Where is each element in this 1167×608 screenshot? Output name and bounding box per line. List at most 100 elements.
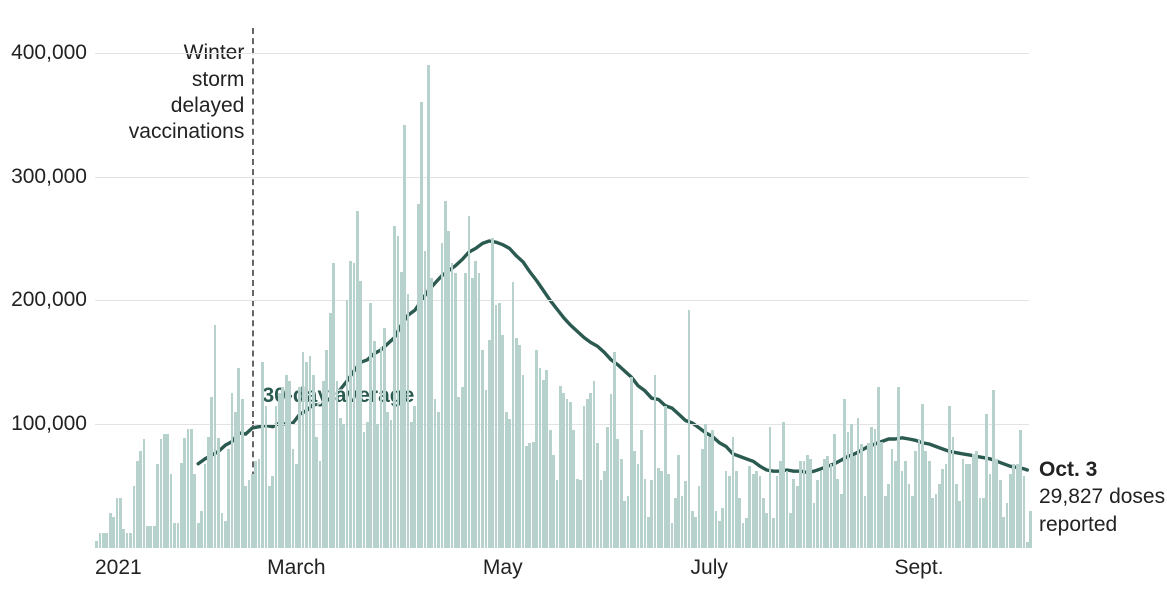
daily-doses-bar bbox=[116, 498, 119, 548]
daily-doses-bar bbox=[369, 303, 372, 548]
daily-doses-bar bbox=[732, 437, 735, 548]
daily-doses-bar bbox=[146, 526, 149, 548]
daily-doses-bar bbox=[728, 476, 731, 548]
daily-doses-bar bbox=[569, 402, 572, 548]
daily-doses-bar bbox=[596, 443, 599, 548]
daily-doses-bar bbox=[407, 294, 410, 548]
daily-doses-bar bbox=[759, 476, 762, 548]
callout-line2: reported bbox=[1039, 511, 1165, 538]
daily-doses-bar bbox=[221, 513, 224, 548]
daily-doses-bar bbox=[779, 461, 782, 548]
daily-doses-bar bbox=[292, 449, 295, 548]
daily-doses-bar bbox=[1002, 517, 1005, 548]
daily-doses-bar bbox=[173, 523, 176, 548]
daily-doses-bar bbox=[315, 437, 318, 548]
daily-doses-bar bbox=[495, 305, 498, 548]
daily-doses-bar bbox=[397, 236, 400, 548]
daily-doses-bar bbox=[149, 526, 152, 548]
daily-doses-bar bbox=[248, 480, 251, 548]
daily-doses-bar bbox=[792, 479, 795, 548]
daily-doses-bar bbox=[102, 533, 105, 548]
daily-doses-bar bbox=[254, 461, 257, 548]
daily-doses-bar bbox=[180, 463, 183, 548]
daily-doses-bar bbox=[945, 464, 948, 548]
daily-doses-bar bbox=[748, 466, 751, 548]
daily-doses-bar bbox=[918, 439, 921, 548]
daily-doses-bar bbox=[985, 414, 988, 548]
daily-doses-bar bbox=[498, 303, 501, 548]
daily-doses-bar bbox=[688, 310, 691, 548]
daily-doses-bar bbox=[809, 459, 812, 548]
daily-doses-bar bbox=[965, 464, 968, 548]
daily-doses-bar bbox=[129, 533, 132, 548]
daily-doses-bar bbox=[914, 451, 917, 548]
daily-doses-bar bbox=[251, 474, 254, 548]
daily-doses-bar bbox=[928, 461, 931, 548]
daily-doses-bar bbox=[820, 471, 823, 548]
daily-doses-bar bbox=[241, 399, 244, 548]
winter-storm-annotation-line: vaccinations bbox=[129, 119, 245, 145]
daily-doses-bar bbox=[187, 429, 190, 548]
daily-doses-bar bbox=[349, 261, 352, 548]
daily-doses-bar bbox=[451, 263, 454, 548]
daily-doses-bar bbox=[735, 471, 738, 548]
daily-doses-bar bbox=[444, 201, 447, 548]
daily-doses-bar bbox=[491, 238, 494, 548]
daily-doses-bar bbox=[1009, 474, 1012, 548]
daily-doses-bar bbox=[955, 484, 958, 548]
daily-doses-bar bbox=[552, 455, 555, 548]
daily-doses-bar bbox=[572, 430, 575, 548]
callout-date: Oct. 3 bbox=[1039, 456, 1165, 483]
daily-doses-bar bbox=[650, 480, 653, 548]
daily-doses-bar bbox=[633, 451, 636, 548]
daily-doses-bar bbox=[109, 513, 112, 548]
x-axis-tick-label: March bbox=[267, 548, 325, 580]
daily-doses-bar bbox=[1023, 476, 1026, 548]
daily-doses-bar bbox=[170, 474, 173, 548]
daily-doses-bar bbox=[353, 263, 356, 548]
daily-doses-bar bbox=[244, 486, 247, 548]
daily-doses-bar bbox=[711, 430, 714, 548]
daily-doses-bar bbox=[830, 464, 833, 548]
daily-doses-bar bbox=[522, 375, 525, 548]
daily-doses-bar bbox=[891, 449, 894, 548]
daily-doses-bar bbox=[806, 455, 809, 548]
daily-doses-bar bbox=[589, 393, 592, 548]
daily-doses-bar bbox=[894, 461, 897, 548]
daily-doses-bar bbox=[583, 406, 586, 548]
daily-doses-bar bbox=[931, 498, 934, 548]
daily-doses-bar bbox=[762, 498, 765, 548]
daily-doses-bar bbox=[877, 387, 880, 548]
daily-doses-bar bbox=[474, 261, 477, 548]
daily-doses-bar bbox=[512, 282, 515, 548]
daily-doses-bar bbox=[471, 278, 474, 548]
daily-doses-bar bbox=[674, 498, 677, 548]
x-axis-tick-label: 2021 bbox=[95, 548, 142, 580]
daily-doses-bar bbox=[288, 381, 291, 548]
daily-doses-bar bbox=[684, 481, 687, 548]
daily-doses-bar bbox=[701, 449, 704, 548]
daily-doses-bar bbox=[610, 394, 613, 548]
daily-doses-bar bbox=[359, 281, 362, 548]
daily-doses-bar bbox=[941, 469, 944, 548]
daily-doses-bar bbox=[992, 390, 995, 548]
daily-doses-bar bbox=[539, 368, 542, 548]
daily-doses-bar bbox=[332, 263, 335, 548]
daily-doses-bar bbox=[979, 498, 982, 548]
daily-doses-bar bbox=[803, 461, 806, 548]
daily-doses-bar bbox=[99, 533, 102, 548]
daily-doses-bar bbox=[234, 412, 237, 548]
daily-doses-bar bbox=[999, 480, 1002, 548]
daily-doses-bar bbox=[718, 521, 721, 548]
daily-doses-bar bbox=[143, 439, 146, 548]
daily-doses-bar bbox=[258, 459, 261, 548]
daily-doses-bar bbox=[197, 523, 200, 548]
daily-doses-bar bbox=[275, 406, 278, 548]
daily-doses-bar bbox=[972, 454, 975, 548]
gridline bbox=[95, 177, 1029, 178]
daily-doses-bar bbox=[210, 397, 213, 548]
daily-doses-bar bbox=[715, 511, 718, 548]
daily-doses-bar bbox=[532, 442, 535, 548]
daily-doses-bar bbox=[346, 300, 349, 548]
daily-doses-bar bbox=[122, 529, 125, 548]
